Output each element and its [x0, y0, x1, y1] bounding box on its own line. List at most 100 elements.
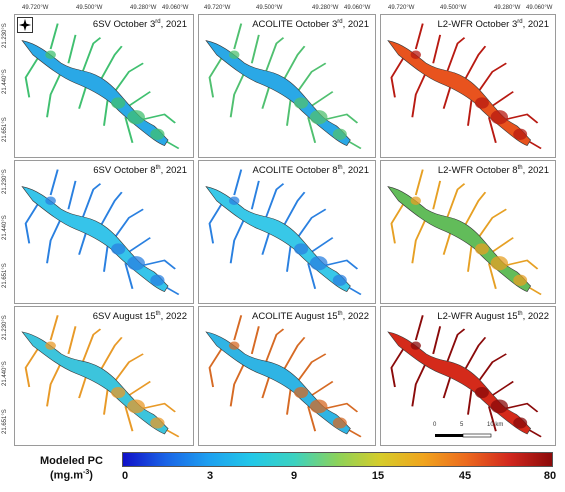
reservoir-map [205, 169, 362, 296]
panel-title: L2-WFR August 15th, 2022 [437, 311, 549, 323]
concentration-patch [45, 341, 56, 350]
reservoir-branch [139, 259, 176, 270]
reservoir-branch [286, 100, 292, 126]
reservoir-branch [307, 117, 317, 143]
reservoir-branch [99, 45, 123, 81]
reservoir-branch [264, 328, 285, 363]
reservoir-branch [442, 85, 452, 109]
concentration-patch [294, 243, 309, 255]
reservoir-branch [46, 217, 63, 264]
reservoir-branch [463, 336, 487, 371]
colorbar-tick-label: 3 [206, 470, 214, 482]
scale-label: 10 km [487, 422, 504, 428]
reservoir-branch [502, 113, 539, 124]
reservoir-branch [390, 54, 407, 98]
concentration-patch [474, 243, 489, 255]
reservoir-branch [78, 85, 88, 109]
concentration-patch [150, 417, 165, 429]
reservoir-branch [49, 315, 59, 341]
reservoir-body [21, 40, 169, 147]
reservoir-branch [432, 34, 442, 64]
reservoir-branch [390, 345, 407, 388]
reservoir-branch [264, 37, 285, 73]
reservoir-branch [103, 389, 109, 415]
reservoir-branch [467, 100, 473, 126]
map-panel: L2-WFR October 3rd, 2021 [380, 14, 556, 158]
reservoir-branch [261, 231, 271, 255]
x-tick-label: 49.060°W [344, 5, 371, 11]
reservoir-branch [463, 45, 487, 81]
reservoir-body [387, 331, 532, 435]
concentration-patch [294, 387, 309, 399]
legend-title-line2: (mg.m-3) [50, 469, 93, 482]
y-tick-label: 21.230°S [2, 23, 8, 48]
reservoir-branch [124, 406, 134, 432]
reservoir-branch [24, 200, 41, 244]
reservoir-branch [296, 208, 327, 239]
x-tick-label: 49.060°W [526, 5, 553, 11]
x-tick-label: 49.500°W [440, 5, 467, 11]
concentration-patch [150, 274, 165, 286]
map-panel: L2-WFR August 15th, 2022 0 5 10 km [380, 306, 556, 446]
scale-label: 5 [460, 422, 464, 428]
reservoir-branch [282, 336, 306, 371]
x-tick-label: 49.720°W [204, 5, 231, 11]
reservoir-branch [446, 328, 466, 363]
reservoir-branch [99, 191, 123, 227]
panel-title: ACOLITE October 3rd, 2021 [252, 19, 369, 31]
reservoir-branch [411, 217, 428, 264]
reservoir-branch [229, 217, 246, 264]
map-panel: L2-WFR October 8th, 2021 [380, 160, 556, 304]
reservoir-body [205, 186, 351, 293]
reservoir-branch [446, 183, 466, 219]
scale-label: 0 [433, 422, 437, 428]
x-tick-label: 49.060°W [162, 5, 189, 11]
panel-title: ACOLITE August 15th, 2022 [252, 311, 369, 323]
reservoir-branch [296, 353, 327, 382]
map-panel: 6SV October 8th, 2021 [14, 160, 194, 304]
reservoir-branch [233, 169, 243, 196]
reservoir-branch [286, 389, 292, 415]
reservoir-branch [282, 45, 306, 81]
reservoir-map [387, 23, 542, 150]
color-bar [122, 452, 553, 467]
reservoir-branch [67, 180, 77, 210]
reservoir-branch [311, 91, 334, 107]
concentration-patch [410, 50, 422, 60]
concentration-patch [127, 256, 145, 271]
reservoir-branch [67, 34, 77, 64]
y-tick-label: 21.651°S [2, 263, 8, 288]
x-tick-label: 49.280°W [312, 5, 339, 11]
y-tick-label: 21.230°S [2, 169, 8, 194]
reservoir-map [387, 169, 542, 296]
reservoir-branch [432, 326, 442, 355]
map-panel: ACOLITE August 15th, 2022 [198, 306, 376, 446]
y-tick-label: 21.440°S [2, 215, 8, 240]
reservoir-branch [307, 406, 317, 432]
y-tick-label: 21.440°S [2, 361, 8, 386]
reservoir-branch [103, 100, 109, 126]
reservoir-branch [282, 191, 306, 227]
map-panel: ACOLITE October 8th, 2021 [198, 160, 376, 304]
concentration-patch [513, 128, 528, 140]
reservoir-branch [233, 23, 243, 50]
reservoir-map [205, 315, 362, 438]
map-panel: 6SV August 15th, 2022 [14, 306, 194, 446]
reservoir-branch [442, 375, 452, 399]
reservoir-branch [311, 380, 334, 396]
reservoir-branch [46, 71, 63, 118]
colorbar-tick-label: 15 [371, 470, 385, 482]
reservoir-map [205, 23, 362, 150]
reservoir-body [21, 186, 169, 293]
concentration-patch [111, 387, 126, 399]
reservoir-branch [67, 326, 77, 355]
y-tick-label: 21.230°S [2, 315, 8, 340]
panel-title: L2-WFR October 3rd, 2021 [437, 19, 549, 31]
concentration-patch [410, 196, 422, 206]
reservoir-branch [113, 62, 144, 93]
concentration-patch [309, 110, 328, 125]
reservoir-branch [261, 85, 271, 109]
concentration-patch [513, 274, 528, 286]
concentration-patch [332, 274, 347, 286]
reservoir-branch [487, 406, 497, 432]
